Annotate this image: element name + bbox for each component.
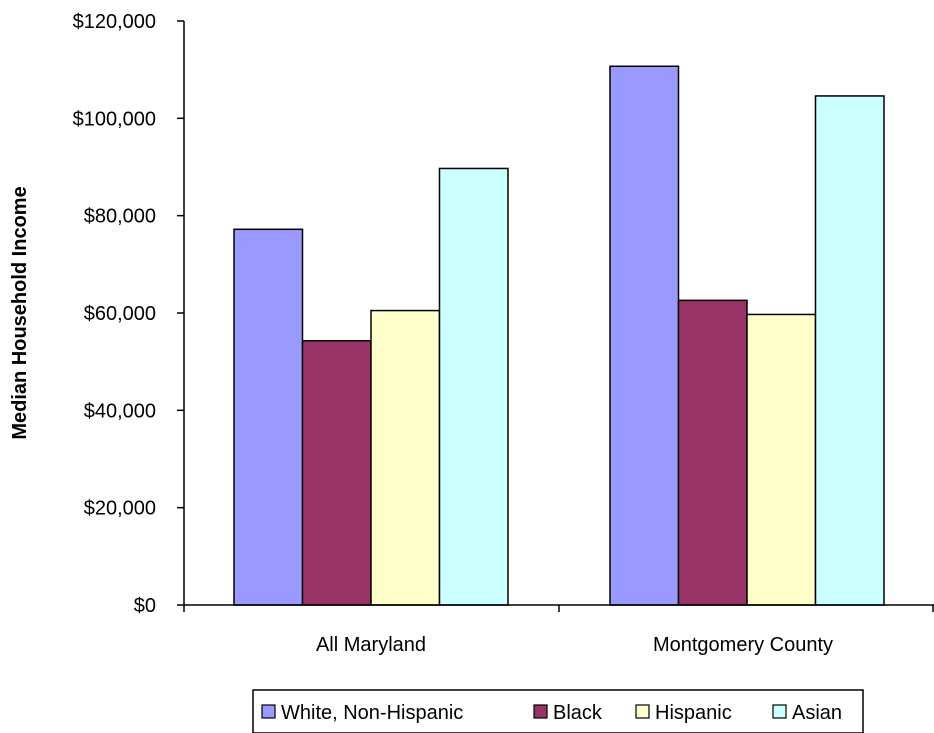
legend-swatch xyxy=(533,704,548,719)
y-axis: $0 $20,000 $40,000 $60,000 $80,000 $100,000 $1… xyxy=(73,11,185,617)
bars xyxy=(233,65,885,606)
x-tick-label: All Maryland xyxy=(316,634,426,656)
legend-entry: Hispanic xyxy=(655,702,732,724)
y-tick-label: $100,000 xyxy=(73,108,156,130)
x-axis: All Maryland Montgomery County xyxy=(183,604,934,656)
legend-swatch xyxy=(261,704,276,719)
legend-entry: Asian xyxy=(792,702,842,724)
y-tick-label: $0 xyxy=(134,595,156,617)
legend-entry: Black xyxy=(553,702,603,724)
legend-swatch xyxy=(772,704,787,719)
y-tick-label: $80,000 xyxy=(84,206,156,228)
bar xyxy=(677,299,748,606)
y-axis-label: Median Household Income xyxy=(9,186,31,439)
legend-box xyxy=(252,689,864,733)
x-tick-label: Montgomery County xyxy=(653,634,833,656)
bar xyxy=(609,65,680,606)
y-tick-label: $120,000 xyxy=(73,11,156,33)
legend-swatch xyxy=(635,704,650,719)
bar xyxy=(233,228,304,606)
y-tick-label: $60,000 xyxy=(84,303,156,325)
legend: White, Non-Hispanic Black Hispanic Asian xyxy=(252,689,864,733)
bar xyxy=(301,339,372,606)
bar xyxy=(814,95,885,606)
bar xyxy=(746,313,817,606)
bar xyxy=(370,309,441,606)
bar xyxy=(438,167,509,606)
y-tick-label: $20,000 xyxy=(84,498,156,520)
y-tick-label: $40,000 xyxy=(84,400,156,422)
legend-entry: White, Non-Hispanic xyxy=(281,702,463,724)
